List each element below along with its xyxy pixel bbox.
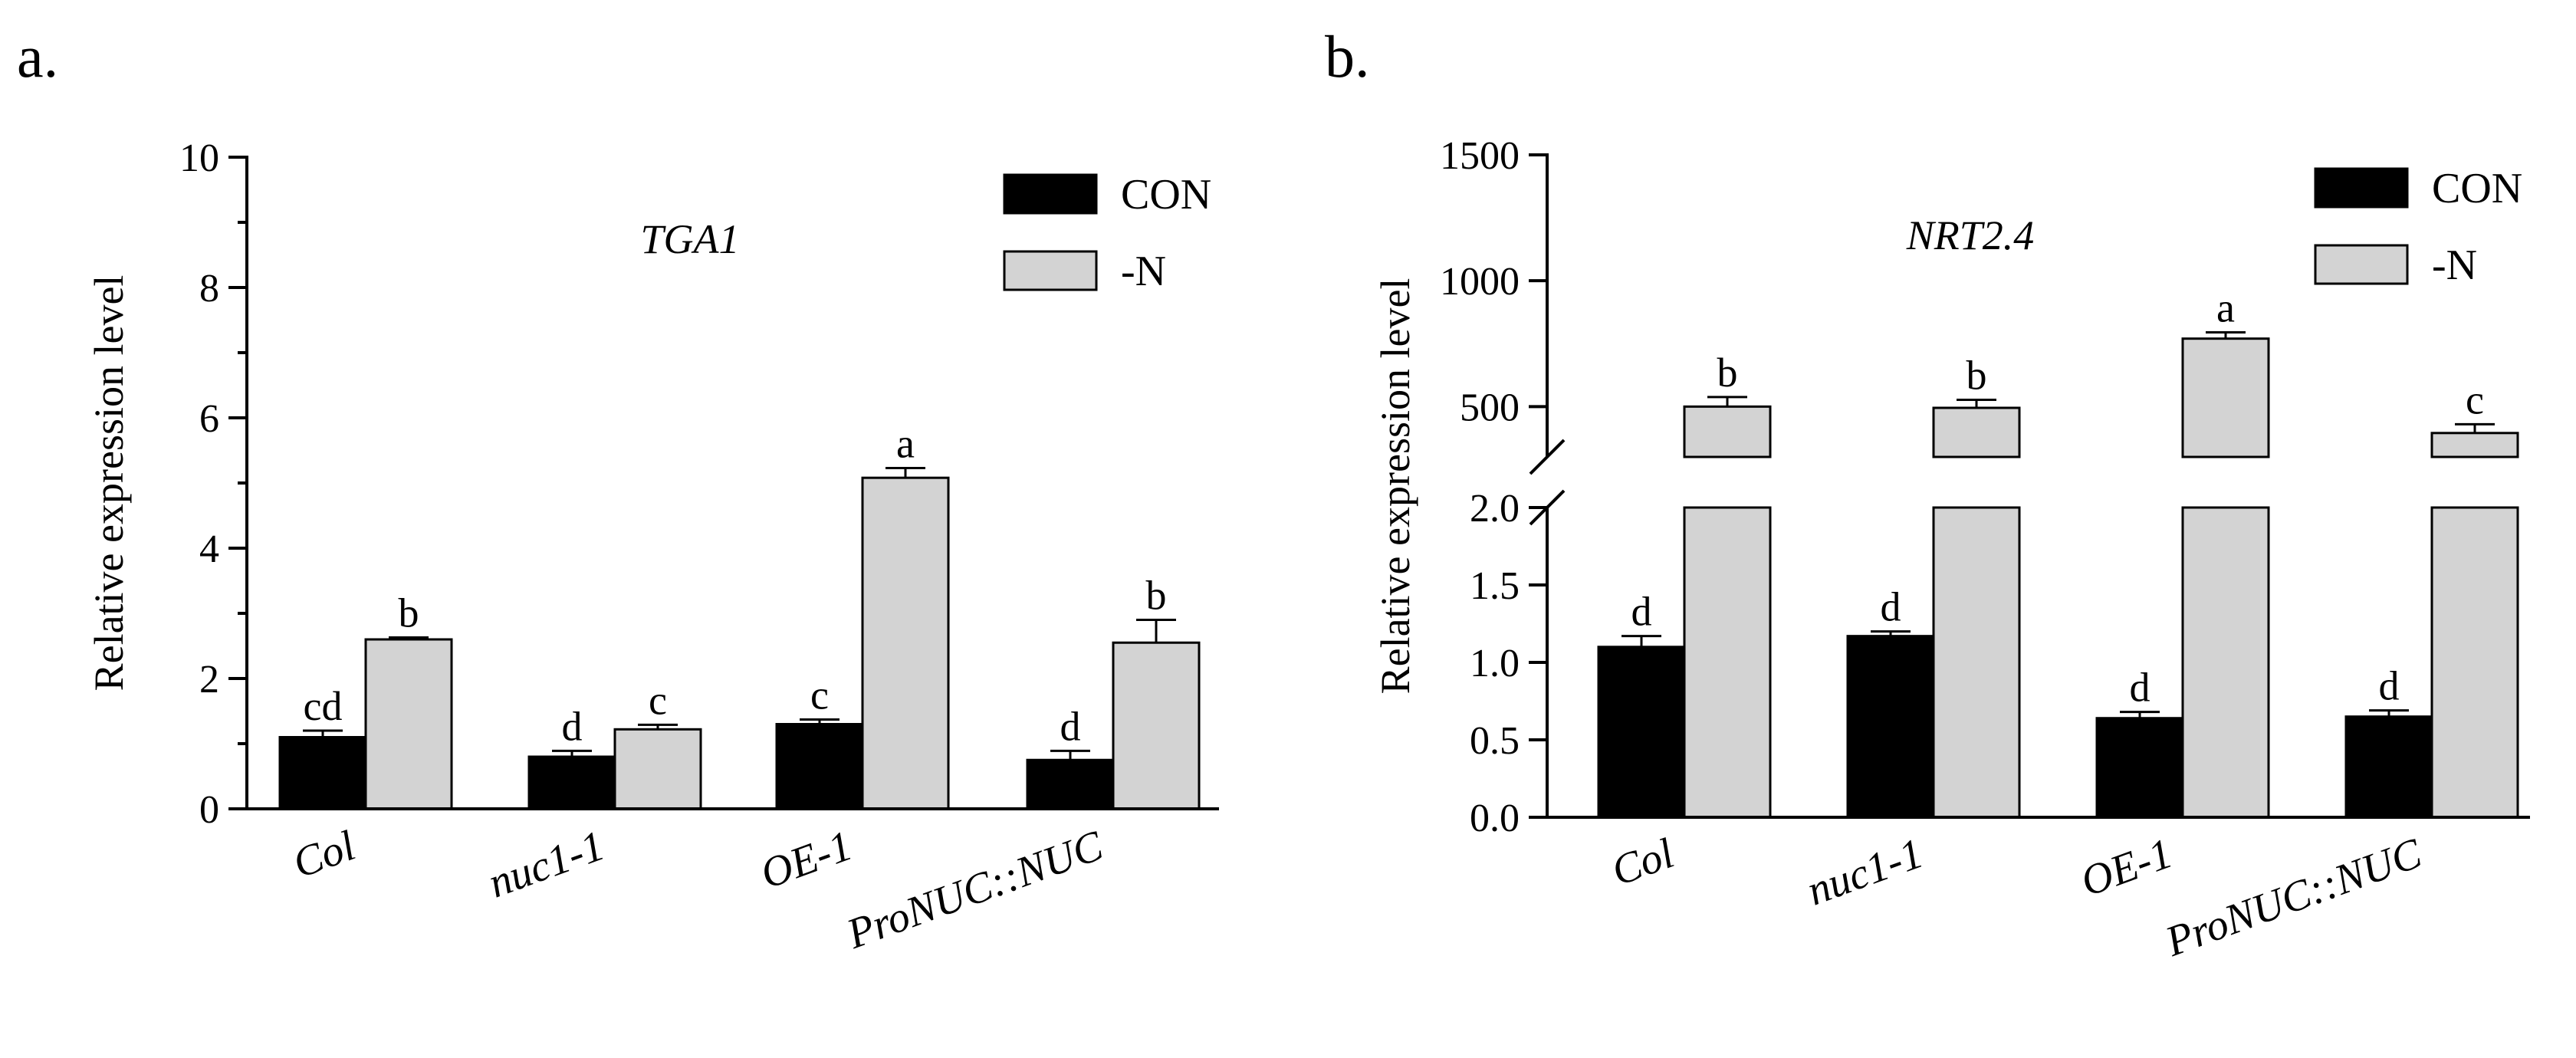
chart-a-bar-con-4 (1026, 758, 1115, 810)
chart-a-bar-n-1 (364, 638, 453, 810)
chart-a-ytick-label: 6 (199, 397, 219, 441)
chart-a-category-label: Col (287, 822, 361, 888)
chart-b-letter: d (2130, 665, 2150, 711)
chart-a-bar-con-1 (278, 736, 367, 810)
chart-b-bar-n-2-upper (1932, 406, 2021, 458)
chart-a-bar-con-3 (775, 723, 864, 810)
chart-b-legend-label-1: CON (2432, 165, 2522, 212)
chart-b-letter: c (2466, 376, 2484, 422)
chart-a-letter: cd (304, 683, 343, 729)
panel-label-a: a. (17, 23, 58, 90)
chart-b-category-label: OE-1 (2075, 830, 2178, 906)
chart-a-category-label: ProNUC::NUC (840, 822, 1109, 958)
chart-b-axis-break-mark (1529, 439, 1566, 475)
chart-b-bar-n-3-upper (2181, 337, 2270, 458)
chart-b-bar-con-4 (2344, 715, 2433, 819)
chart-a-letter: d (562, 703, 583, 749)
chart-a-legend-label-2: -N (1121, 248, 1166, 295)
chart-a-ytick-label: 2 (199, 658, 219, 702)
chart-b-letter: d (1881, 584, 1901, 630)
chart-b-title: NRT2.4 (1906, 212, 2035, 258)
chart-b-ytick-label-lower: 1.5 (1470, 564, 1520, 608)
chart-a-letter: b (399, 590, 419, 636)
chart-b-bar-n-4-upper (2430, 432, 2519, 458)
chart-a-bar-n-4 (1112, 641, 1201, 810)
chart-b-letter: b (1967, 352, 1987, 398)
chart-a-ylabel: Relative expression level (86, 275, 132, 692)
chart-b-category-label: Col (1605, 830, 1680, 895)
chart-a-letter: c (810, 672, 829, 718)
chart-b-ytick-label-lower: 1.0 (1470, 642, 1520, 685)
chart-a-legend-swatch-2 (1003, 250, 1098, 291)
chart-a-ytick-label: 10 (179, 136, 219, 180)
chart-a-title: TGA1 (640, 216, 739, 262)
chart-a-letter: d (1060, 703, 1081, 749)
chart-a-category-label: nuc1-1 (482, 822, 610, 907)
chart-a-legend-swatch-1 (1003, 173, 1098, 215)
chart-a-ytick-label: 0 (199, 788, 219, 832)
chart-a-letter: a (896, 420, 915, 466)
chart-b-bar-n-4-lower (2430, 506, 2519, 819)
chart-a-legend-label-1: CON (1121, 171, 1211, 219)
chart-b-ytick-label-lower: 2.0 (1470, 487, 1520, 531)
chart-a-letter: c (649, 677, 667, 723)
chart-b-letter: b (1717, 350, 1738, 396)
chart-b-letter: d (2379, 663, 2400, 709)
chart-b-legend-label-2: -N (2432, 242, 2477, 289)
chart-b-ytick-label-lower: 0.5 (1470, 719, 1520, 763)
chart-b-bar-n-2-lower (1932, 506, 2021, 819)
chart-b-category-label: nuc1-1 (1801, 830, 1929, 915)
chart-a-bar-con-2 (527, 755, 616, 810)
chart-a-bar-n-3 (861, 476, 950, 810)
panel-label-b: b. (1325, 23, 1370, 90)
chart-b-bar-con-1 (1597, 646, 1686, 819)
chart-b-ylabel: Relative expression level (1372, 278, 1418, 695)
chart-a-ytick-label: 8 (199, 267, 219, 310)
chart-a-bar-n-2 (613, 728, 702, 810)
chart-b-ytick-label-upper: 1000 (1440, 260, 1520, 304)
chart-b-ytick-label-lower: 0.0 (1470, 797, 1520, 840)
chart-b-letter: a (2216, 284, 2235, 330)
chart-b-bar-con-3 (2095, 717, 2184, 819)
chart-b-bar-n-3-lower (2181, 506, 2270, 819)
chart-b-letter: d (1631, 589, 1652, 635)
chart-a-letter: b (1146, 573, 1167, 619)
chart-b-bar-con-2 (1846, 635, 1935, 819)
chart-b-category-label: ProNUC::NUC (2159, 830, 2428, 966)
chart-a-category-label: OE-1 (754, 822, 858, 899)
chart-a-ytick-label: 4 (199, 527, 219, 571)
chart-b-legend-swatch-1 (2314, 167, 2409, 209)
chart-b-bar-n-1-lower (1683, 506, 1772, 819)
chart-b-legend-swatch-2 (2314, 244, 2409, 285)
chart-b-bar-n-1-upper (1683, 405, 1772, 458)
chart-b-ytick-label-upper: 500 (1460, 386, 1520, 429)
chart-b-ytick-label-upper: 1500 (1440, 134, 1520, 178)
